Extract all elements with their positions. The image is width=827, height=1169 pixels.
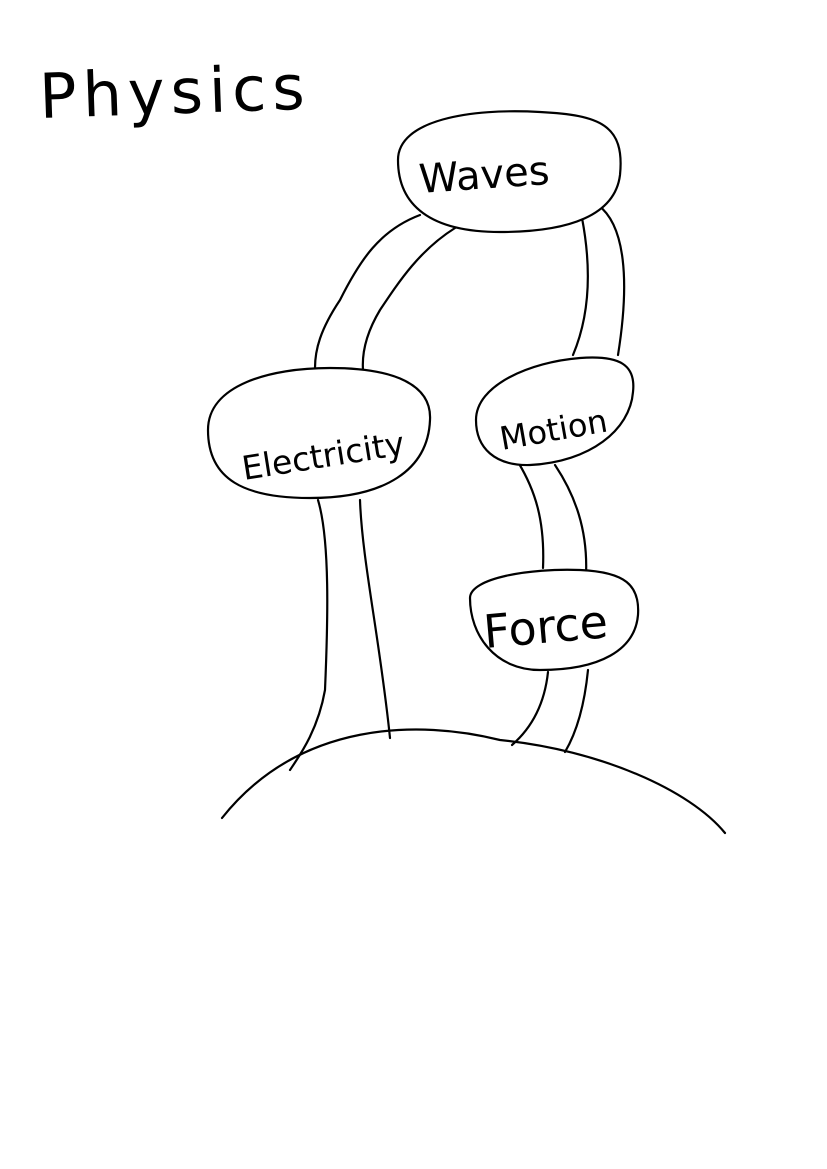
trunk-electricity-ground-left bbox=[288, 498, 329, 772]
node-motion: Motion bbox=[474, 356, 635, 467]
branch-waves-motion-right bbox=[596, 203, 626, 357]
node-force-shape bbox=[468, 568, 640, 672]
node-electricity-shape bbox=[206, 366, 432, 500]
trunk-force-ground-left bbox=[510, 670, 550, 747]
node-force: Force bbox=[468, 568, 640, 672]
branch-motion-force-right bbox=[553, 463, 588, 577]
trunk-electricity-ground-right bbox=[358, 498, 392, 740]
branch-waves-electricity-outer bbox=[313, 213, 422, 370]
node-waves-label: Waves bbox=[417, 148, 551, 203]
branch-motion-force-left bbox=[516, 460, 545, 570]
branch-waves-motion-left bbox=[571, 216, 589, 357]
diagram-title: Physics bbox=[38, 51, 312, 133]
ground-arc bbox=[220, 728, 727, 835]
node-waves-shape bbox=[396, 110, 622, 234]
trunk-force-ground-right bbox=[563, 668, 590, 754]
node-force-label: Force bbox=[481, 594, 610, 659]
node-waves: Waves bbox=[396, 110, 622, 234]
node-motion-shape bbox=[474, 356, 635, 467]
node-electricity: Electricity bbox=[206, 366, 432, 500]
branch-waves-electricity-inner bbox=[361, 226, 457, 372]
